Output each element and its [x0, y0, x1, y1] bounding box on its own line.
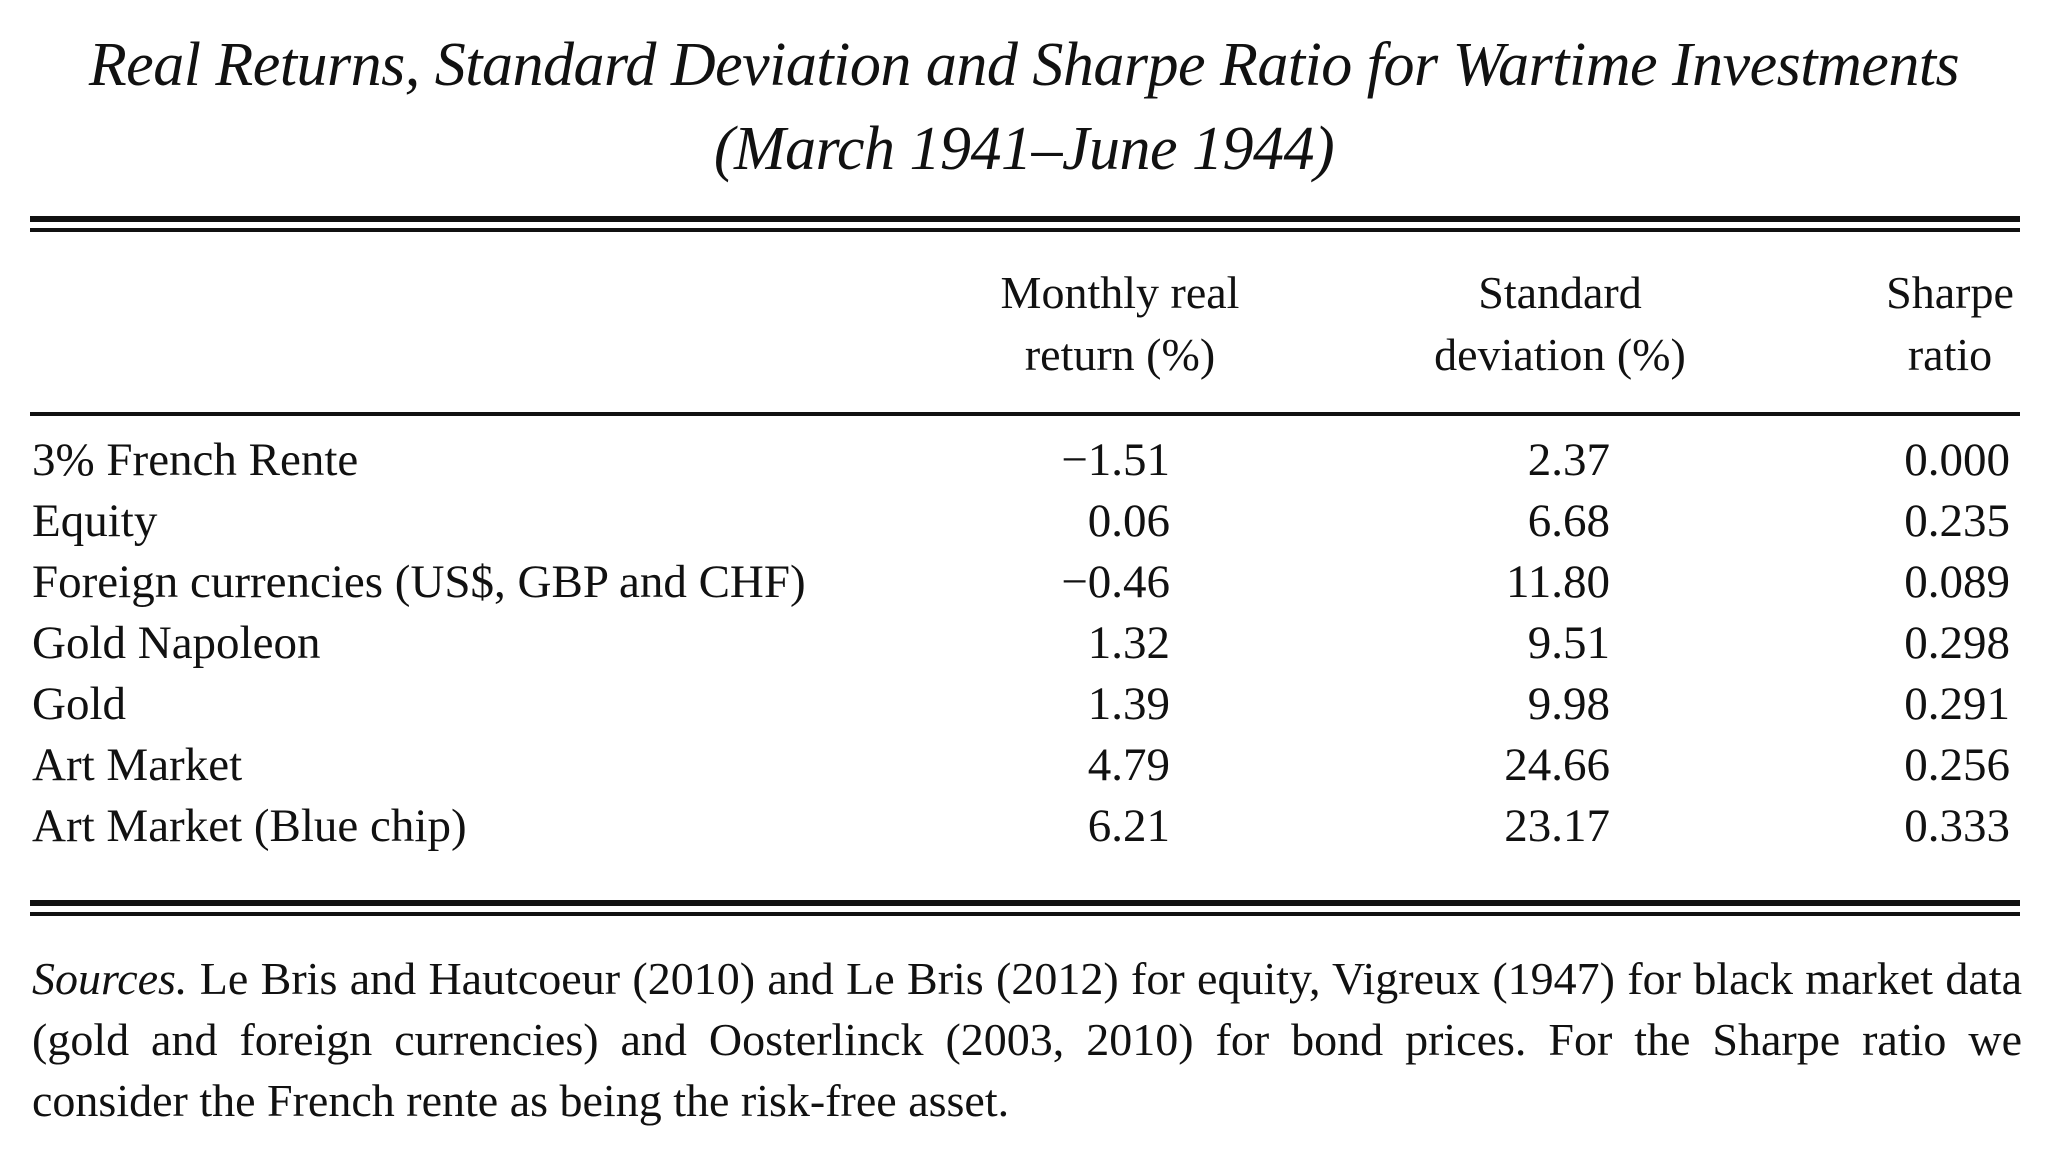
column-header-line: Standard — [1478, 267, 1642, 318]
column-header-line: return (%) — [1024, 329, 1216, 380]
column-header-line: ratio — [1907, 329, 1993, 380]
column-header-line: deviation (%) — [1434, 329, 1686, 380]
return-cell: 6.21 — [1087, 800, 1170, 852]
std-cell: 6.68 — [1527, 495, 1610, 547]
row-label: Art Market (Blue chip) — [32, 800, 467, 852]
return-cell: 0.06 — [1087, 495, 1170, 547]
std-cell: 9.98 — [1527, 678, 1610, 730]
column-header-sharpe-ratio: Sharpe ratio — [1860, 262, 2040, 386]
table-row: Gold Napoleon 1.32 9.51 0.298 — [0, 613, 2048, 674]
sharpe-cell: 0.235 — [1904, 495, 2010, 547]
sharpe-cell: 0.089 — [1904, 556, 2010, 608]
return-cell: −1.51 — [1061, 434, 1170, 486]
column-header-line: Monthly real — [1000, 267, 1240, 318]
sources-label: Sources. — [32, 953, 188, 1004]
row-label: Equity — [32, 495, 158, 547]
table-row: Art Market 4.79 24.66 0.256 — [0, 735, 2048, 796]
return-cell: −0.46 — [1061, 556, 1170, 608]
table-row: Gold 1.39 9.98 0.291 — [0, 674, 2048, 735]
sharpe-cell: 0.000 — [1904, 434, 2010, 486]
table-row: 3% French Rente −1.51 2.37 0.000 — [0, 430, 2048, 491]
column-header-line: Sharpe — [1886, 267, 2014, 318]
table-body: 3% French Rente −1.51 2.37 0.000 Equity … — [0, 430, 2048, 857]
std-cell: 9.51 — [1527, 617, 1610, 669]
table-row: Foreign currencies (US$, GBP and CHF) −0… — [0, 552, 2048, 613]
return-cell: 1.39 — [1087, 678, 1170, 730]
row-label: Art Market — [32, 739, 243, 791]
sources-text: Le Bris and Hautcoeur (2010) and Le Bris… — [32, 953, 2022, 1126]
table-row: Art Market (Blue chip) 6.21 23.17 0.333 — [0, 796, 2048, 857]
column-header-standard-deviation: Standard deviation (%) — [1390, 262, 1730, 386]
row-label: Gold — [32, 678, 126, 730]
sources-note: Sources. Le Bris and Hautcoeur (2010) an… — [32, 948, 2022, 1131]
column-header-monthly-return: Monthly real return (%) — [960, 262, 1280, 386]
row-label: Gold Napoleon — [32, 617, 321, 669]
std-cell: 11.80 — [1505, 556, 1610, 608]
std-cell: 2.37 — [1527, 434, 1610, 486]
header-rule — [30, 412, 2020, 416]
sharpe-cell: 0.333 — [1904, 800, 2010, 852]
bottom-double-rule — [30, 900, 2020, 918]
std-cell: 23.17 — [1504, 800, 1610, 852]
sharpe-cell: 0.291 — [1904, 678, 2010, 730]
table-title: Real Returns, Standard Deviation and Sha… — [88, 31, 1960, 99]
sharpe-cell: 0.298 — [1904, 617, 2010, 669]
row-label: Foreign currencies (US$, GBP and CHF) — [32, 556, 806, 608]
std-cell: 24.66 — [1504, 739, 1610, 791]
sharpe-cell: 0.256 — [1904, 739, 2010, 791]
table-subtitle: (March 1941–June 1944) — [713, 115, 1335, 183]
return-cell: 1.32 — [1087, 617, 1170, 669]
table-row: Equity 0.06 6.68 0.235 — [0, 491, 2048, 552]
return-cell: 4.79 — [1087, 739, 1170, 791]
row-label: 3% French Rente — [32, 434, 359, 486]
top-double-rule — [30, 216, 2020, 234]
